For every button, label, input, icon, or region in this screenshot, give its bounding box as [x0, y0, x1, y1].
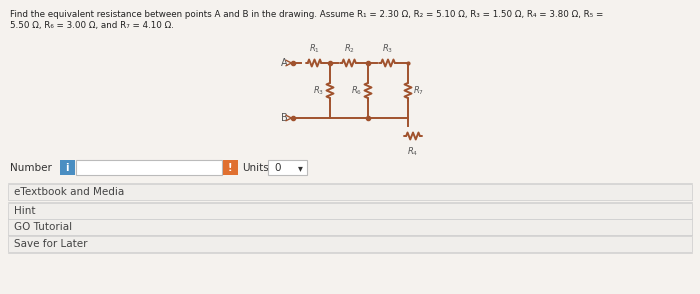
Text: B: B — [281, 113, 288, 123]
Text: Find the equivalent resistance between points A and B in the drawing. Assume R₁ : Find the equivalent resistance between p… — [10, 10, 603, 19]
Text: GO Tutorial: GO Tutorial — [14, 222, 72, 232]
FancyBboxPatch shape — [8, 203, 692, 219]
Text: Number: Number — [10, 163, 52, 173]
Text: $R_3$: $R_3$ — [313, 84, 324, 97]
Text: 0: 0 — [274, 163, 281, 173]
FancyBboxPatch shape — [223, 160, 237, 175]
Text: $R_7$: $R_7$ — [413, 84, 424, 97]
Text: 5.50 Ω, R₆ = 3.00 Ω, and R₇ = 4.10 Ω.: 5.50 Ω, R₆ = 3.00 Ω, and R₇ = 4.10 Ω. — [10, 21, 174, 30]
Text: i: i — [65, 163, 69, 173]
Text: $R_6$: $R_6$ — [351, 84, 362, 97]
Text: A: A — [281, 58, 288, 68]
Text: $R_4$: $R_4$ — [407, 145, 419, 158]
Text: eTextbook and Media: eTextbook and Media — [14, 187, 125, 197]
Text: $R_1$: $R_1$ — [309, 43, 320, 55]
Text: Save for Later: Save for Later — [14, 239, 88, 249]
FancyBboxPatch shape — [8, 219, 692, 235]
FancyBboxPatch shape — [76, 160, 221, 175]
Text: Units: Units — [242, 163, 269, 173]
Text: ▾: ▾ — [298, 163, 303, 173]
FancyBboxPatch shape — [267, 160, 307, 175]
Text: !: ! — [228, 163, 232, 173]
FancyBboxPatch shape — [8, 184, 692, 200]
Text: $R_3$: $R_3$ — [382, 43, 393, 55]
Text: Hint: Hint — [14, 206, 36, 216]
FancyBboxPatch shape — [8, 236, 692, 252]
Text: $R_2$: $R_2$ — [344, 43, 354, 55]
FancyBboxPatch shape — [60, 160, 74, 175]
